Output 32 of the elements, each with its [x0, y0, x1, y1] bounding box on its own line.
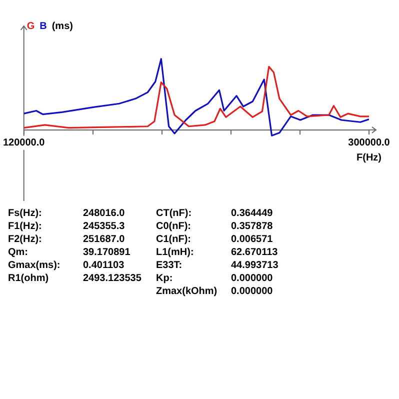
text: 0.357878: [231, 220, 273, 233]
text: Zmax(kOhm): [156, 285, 218, 298]
text: 44.993713: [231, 259, 278, 272]
text: E33T:: [156, 259, 182, 272]
x-tick-label: 300000.0: [348, 138, 390, 149]
text: 0.000000: [231, 272, 273, 285]
text: G: [26, 20, 35, 32]
y-axis-title: (ms): [52, 20, 73, 32]
text: B: [40, 20, 47, 32]
text: 251687.0: [83, 233, 125, 246]
text: 245355.3: [83, 220, 125, 233]
text: F1(Hz):: [8, 220, 42, 233]
text: C0(nF):: [156, 220, 191, 233]
text: 0.401103: [83, 259, 124, 272]
text: Fs(Hz):: [8, 207, 42, 220]
text: 248016.0: [83, 207, 125, 220]
text: 0.000000: [231, 285, 273, 298]
text: Kp:: [156, 272, 173, 285]
text: C1(nF):: [156, 233, 191, 246]
text: CT(nF):: [156, 207, 192, 220]
text: 0.364449: [231, 207, 273, 220]
text: 39.170891: [83, 246, 130, 259]
text: R1(ohm): [8, 272, 49, 285]
text: Gmax(ms):: [8, 259, 60, 272]
text: 2493.123535: [83, 272, 142, 285]
text: L1(mH):: [156, 246, 194, 259]
x-axis-title: F(Hz): [356, 152, 382, 164]
text: F2(Hz):: [8, 233, 42, 246]
text: Qm:: [8, 246, 28, 259]
text: 0.006571: [231, 233, 273, 246]
x-tick-label: 120000.0: [2, 138, 46, 149]
text: 62.670113: [231, 246, 278, 259]
